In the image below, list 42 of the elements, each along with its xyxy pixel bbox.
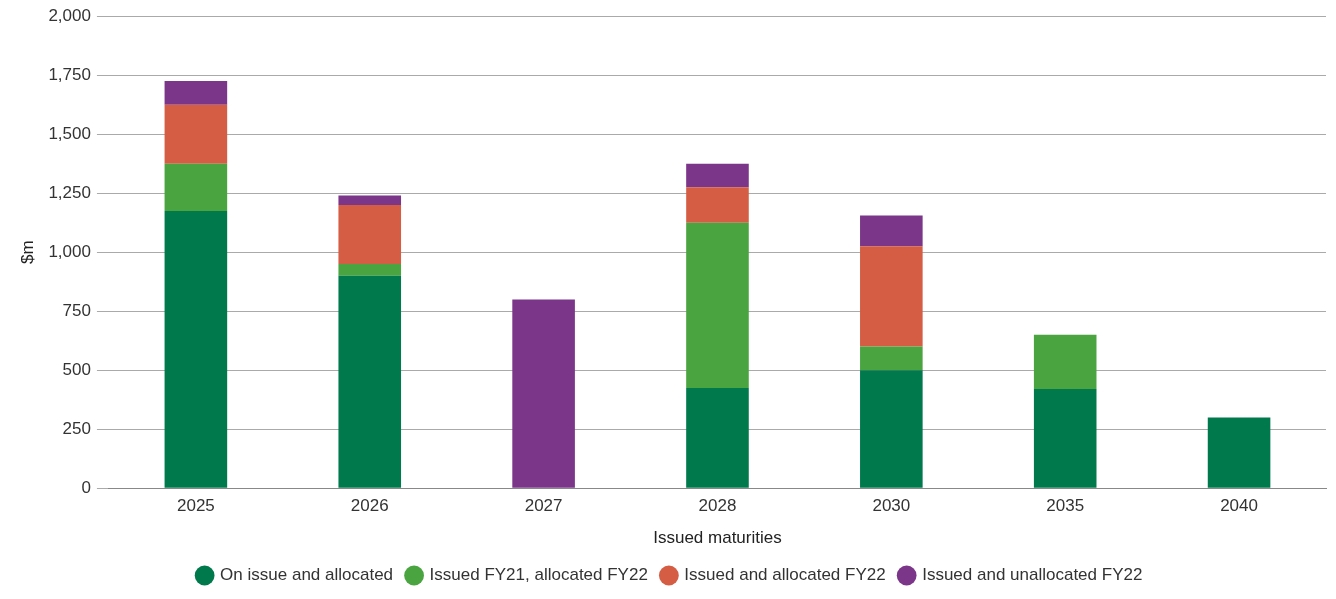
bar (164, 81, 228, 105)
bar (686, 222, 749, 388)
x-tick-label: 2028 (698, 496, 737, 516)
y-axis-title: $m (17, 240, 37, 265)
bar (164, 104, 228, 164)
bar (338, 275, 402, 488)
bar (1033, 334, 1097, 390)
bar (860, 346, 923, 371)
x-tick-label: 2027 (524, 496, 563, 516)
x-tick-label: 2030 (872, 496, 911, 516)
y-tick-label: 1,250 (48, 182, 91, 202)
bar (164, 163, 228, 211)
bar (338, 205, 402, 264)
bar (686, 387, 749, 488)
bar (1033, 389, 1097, 488)
bar (860, 215, 923, 247)
legend-label: Issued and unallocated FY22 (922, 565, 1143, 585)
y-tick-label: 1,500 (48, 123, 91, 143)
x-tick-label: 2035 (1046, 496, 1085, 516)
y-tick-label: 2,000 (48, 5, 91, 25)
bar (686, 163, 749, 188)
bar (1207, 417, 1271, 488)
y-tick-label: 1,750 (48, 64, 91, 84)
y-tick-label: 500 (62, 359, 91, 379)
bar (860, 370, 923, 488)
y-tick-label: 0 (81, 477, 91, 497)
y-tick-label: 250 (62, 418, 91, 438)
y-tick-label: 750 (62, 300, 91, 320)
bar (338, 264, 402, 276)
bar (512, 299, 575, 488)
bar (164, 210, 228, 488)
bar (338, 195, 402, 205)
bar (686, 187, 749, 223)
x-tick-label: 2040 (1220, 496, 1258, 516)
x-axis-title: Issued maturities (653, 528, 782, 548)
x-tick-label: 2025 (176, 496, 215, 516)
y-tick-label: 1,000 (48, 241, 91, 261)
legend-label: Issued FY21, allocated FY22 (429, 565, 648, 585)
legend-label: Issued and allocated FY22 (684, 565, 886, 585)
legend-label: On issue and allocated (220, 565, 394, 585)
x-tick-label: 2026 (350, 496, 389, 516)
bar (860, 246, 923, 347)
